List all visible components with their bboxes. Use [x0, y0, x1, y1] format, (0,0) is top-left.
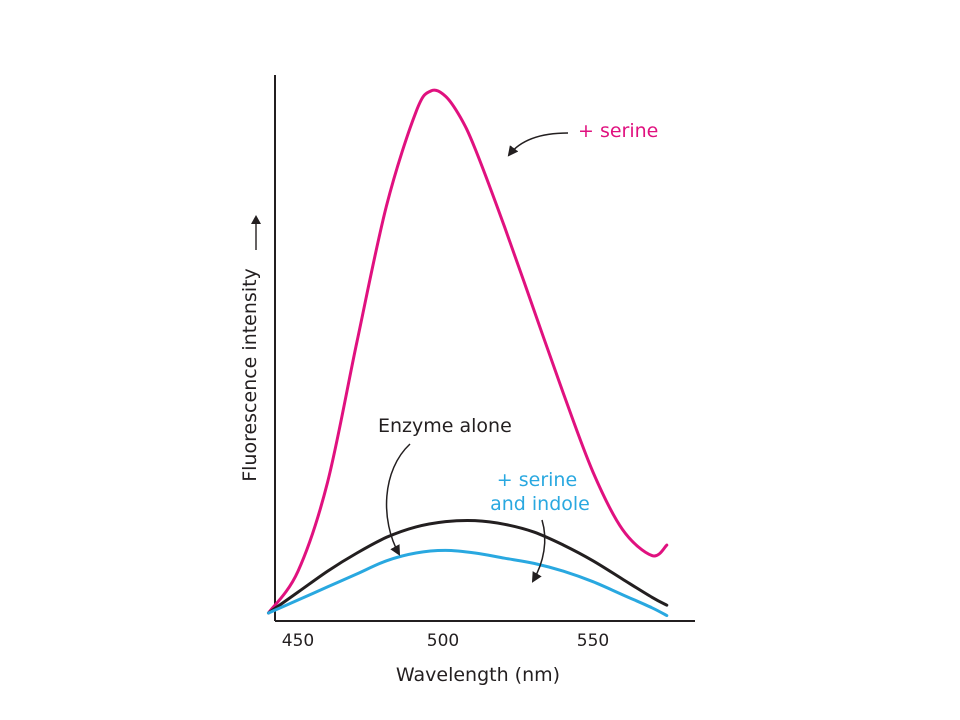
series-line-serine: [267, 88, 669, 615]
series-layer: [267, 88, 669, 618]
series-line-enzyme-alone: [267, 518, 669, 615]
annotation-serine: + serine: [578, 120, 658, 142]
annotation-arrow-enzyme-alone: [385, 443, 411, 556]
annotation-arrow-serine-indole: [531, 519, 546, 583]
x-tick-label-450: 450: [282, 631, 314, 651]
x-tick-label-550: 550: [577, 631, 609, 651]
x-tick-label-500: 500: [427, 631, 459, 651]
annotation-serine-indole: + serine and indole: [490, 469, 590, 515]
y-axis-arrow: [251, 215, 261, 250]
annotation-enzyme-alone: Enzyme alone: [378, 415, 512, 437]
y-axis-title: Fluorescence intensity: [239, 268, 261, 482]
annotation-arrow-serine: [507, 132, 569, 157]
series-line-serine-indole: [267, 548, 669, 618]
x-axis-title: Wavelength (nm): [396, 664, 560, 686]
